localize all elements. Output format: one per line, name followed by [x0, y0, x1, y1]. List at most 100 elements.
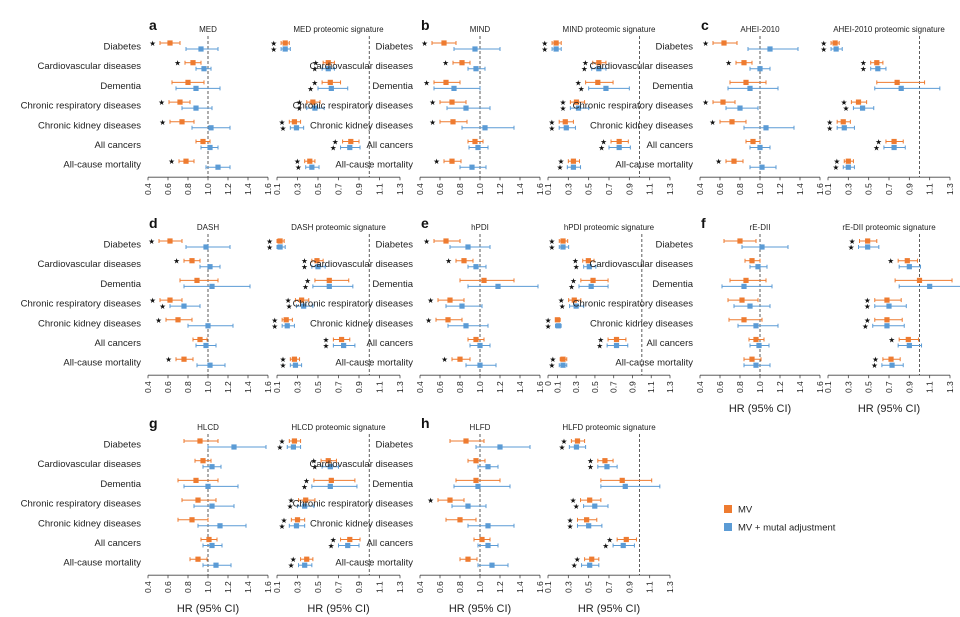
significance-star: ★	[826, 124, 833, 133]
point-estimate	[293, 523, 300, 529]
outcome-label: Cardiovascular diseases	[310, 61, 414, 72]
x-tick-label: 0.4	[143, 183, 153, 195]
point-estimate	[475, 144, 481, 151]
point-estimate	[465, 503, 471, 509]
significance-star: ★	[541, 39, 548, 48]
outcome-label: Chronic kidney diseases	[38, 318, 141, 329]
x-tick-label: 1.2	[223, 381, 233, 393]
point-estimate	[741, 283, 747, 289]
outcome-label: Chronic kidney diseases	[38, 120, 141, 131]
subplot-title: MED	[199, 25, 217, 34]
significance-star: ★	[587, 457, 594, 466]
point-estimate	[747, 303, 753, 309]
significance-star: ★	[567, 522, 574, 531]
panel-letter: a	[149, 17, 157, 33]
significance-star: ★	[427, 496, 434, 505]
x-tick-label: 0.3	[293, 581, 303, 593]
point-estimate	[341, 342, 347, 349]
x-tick-label: 0.5	[313, 381, 323, 393]
point-estimate	[284, 323, 290, 329]
significance-star: ★	[165, 355, 172, 364]
point-estimate	[743, 277, 749, 283]
x-tick-label: 0.7	[334, 183, 344, 195]
significance-star: ★	[332, 138, 339, 147]
point-estimate	[461, 258, 467, 264]
x-tick-label: 1.3	[665, 381, 675, 393]
significance-star: ★	[301, 263, 308, 272]
significance-star: ★	[549, 355, 556, 364]
x-tick-label: 0.8	[735, 381, 745, 393]
point-estimate	[553, 40, 559, 46]
significance-star: ★	[841, 98, 848, 107]
significance-star: ★	[311, 65, 318, 74]
point-estimate	[315, 264, 321, 270]
x-tick-label: 1.6	[535, 581, 545, 593]
significance-star: ★	[875, 138, 882, 147]
legend-label-mv: MV	[738, 505, 753, 516]
outcome-label: All cancers	[367, 338, 414, 349]
point-estimate	[570, 164, 577, 170]
significance-star: ★	[575, 78, 582, 87]
significance-star: ★	[849, 237, 856, 246]
point-estimate	[495, 283, 501, 289]
point-estimate	[451, 85, 457, 91]
significance-star: ★	[709, 118, 716, 127]
outcome-label: All cancers	[95, 538, 142, 549]
x-tick-label: 0.3	[563, 581, 573, 593]
point-estimate	[327, 79, 333, 85]
subplot-title: HLCD	[197, 423, 219, 432]
outcome-label: All cancers	[95, 140, 142, 151]
point-estimate	[293, 125, 300, 131]
x-tick-label: 0.3	[571, 381, 581, 393]
significance-star: ★	[548, 124, 555, 133]
x-tick-label: 0.6	[435, 183, 445, 195]
significance-star: ★	[548, 118, 555, 127]
significance-star: ★	[296, 98, 303, 107]
significance-star: ★	[423, 237, 430, 246]
point-estimate	[167, 238, 173, 244]
point-estimate	[207, 362, 213, 368]
subplot-title: HLFD proteomic signature	[562, 423, 656, 432]
point-estimate	[596, 60, 602, 66]
x-tick-label: 1.2	[775, 183, 785, 195]
x-axis-title: HR (95% CI)	[858, 403, 920, 415]
outcome-label: Cardiovascular diseases	[590, 259, 694, 270]
point-estimate	[193, 105, 199, 111]
point-estimate	[206, 536, 212, 543]
significance-star: ★	[848, 243, 855, 252]
point-estimate	[328, 477, 334, 483]
point-estimate	[309, 164, 315, 170]
x-tick-label: 0.9	[627, 381, 637, 393]
point-estimate	[205, 323, 211, 329]
point-estimate	[294, 517, 301, 523]
panel-letter: d	[149, 215, 158, 231]
significance-star: ★	[864, 302, 871, 311]
point-estimate	[763, 125, 769, 131]
point-estimate	[195, 556, 201, 562]
point-estimate	[208, 125, 214, 131]
point-estimate	[167, 297, 173, 303]
outcome-label: Chronic respiratory diseases	[21, 499, 142, 510]
point-estimate	[205, 483, 211, 489]
x-tick-label: 0.1	[823, 183, 833, 195]
point-estimate	[741, 317, 747, 323]
legend-swatch-mv	[724, 505, 732, 513]
x-tick-label: 0.4	[695, 183, 705, 195]
significance-star: ★	[280, 355, 287, 364]
panel-letter: b	[421, 17, 430, 33]
outcome-label: All-cause mortality	[335, 358, 413, 369]
x-tick-label: 0.9	[354, 381, 364, 393]
point-estimate	[729, 119, 735, 125]
x-tick-label: 0.9	[904, 381, 914, 393]
subplot: HLFD proteomic signature 0.1 0.3 0.5 0.7 0.9 1…	[543, 423, 675, 615]
point-estimate	[179, 119, 185, 125]
significance-star: ★	[843, 104, 850, 113]
point-estimate	[207, 144, 213, 151]
point-estimate	[307, 158, 313, 164]
significance-star: ★	[279, 118, 286, 127]
x-tick-label: 1.3	[945, 183, 955, 195]
x-tick-label: 1.1	[925, 183, 935, 195]
point-estimate	[855, 99, 862, 105]
x-tick-label: 0.6	[163, 183, 173, 195]
x-tick-label: 0.5	[313, 581, 323, 593]
